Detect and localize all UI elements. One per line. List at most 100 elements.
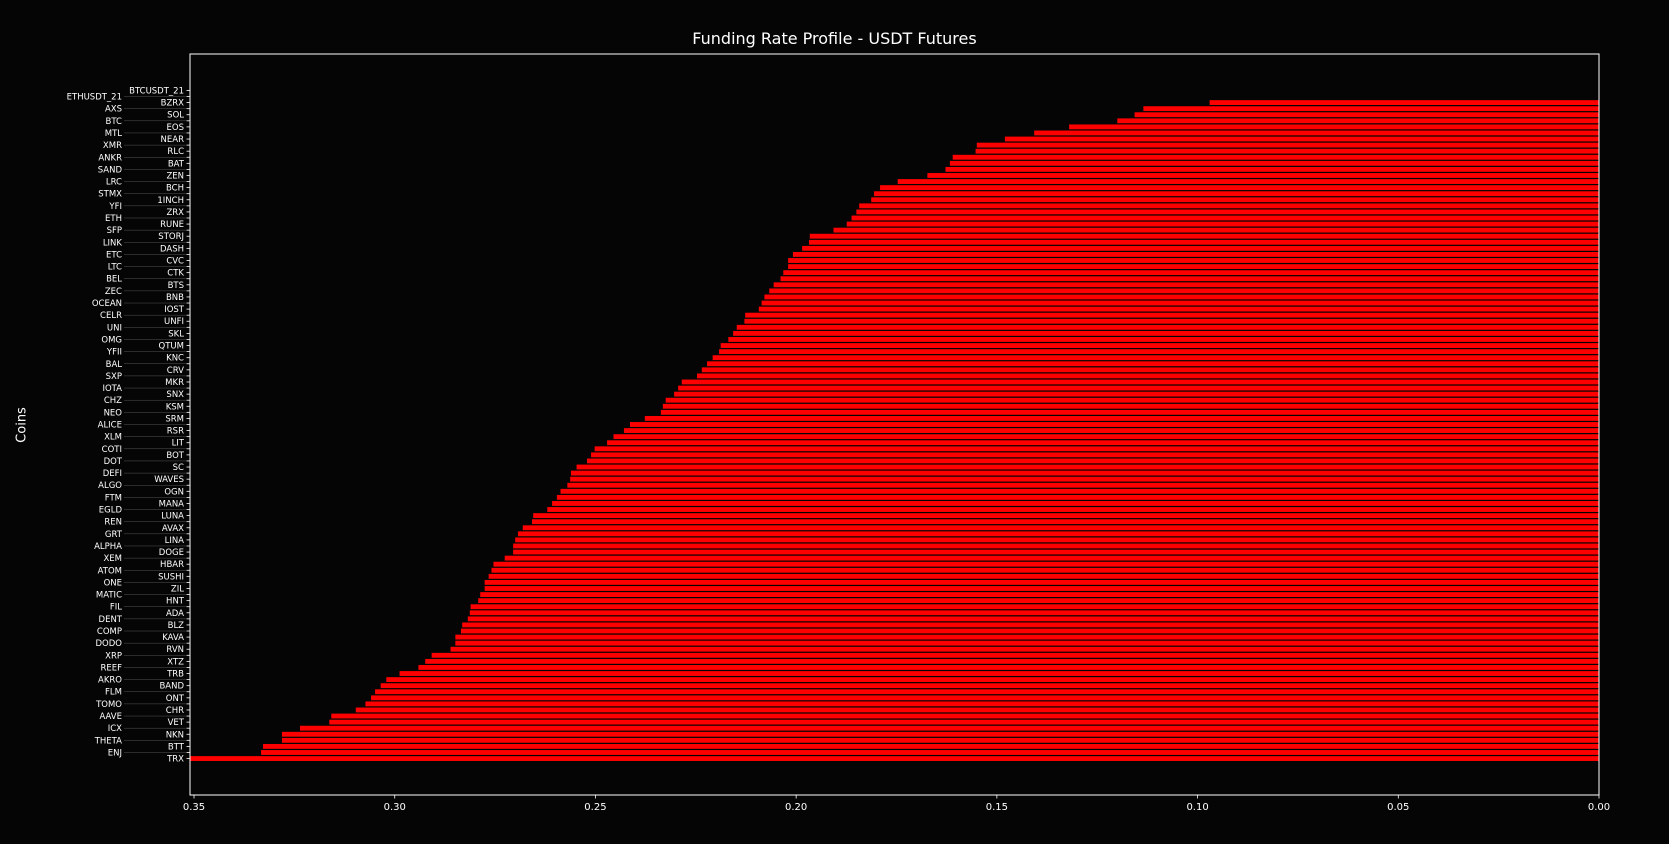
bar-axs: [1143, 106, 1599, 112]
y-tick-label: BAL: [106, 360, 123, 370]
bar-xrp: [431, 652, 1599, 658]
bar-zrx: [856, 209, 1599, 215]
bar-neo: [660, 409, 1599, 415]
bar-rvn: [450, 646, 1599, 652]
y-tick-label: ALICE: [98, 421, 122, 431]
bar-xem: [504, 555, 1599, 561]
y-tick-label: BCH: [166, 184, 184, 194]
y-tick-label: DOGE: [159, 548, 184, 558]
bar-ksm: [662, 403, 1599, 409]
bar-rune: [846, 221, 1599, 227]
y-tick-label: LIT: [172, 439, 185, 449]
bar-qtum: [720, 343, 1599, 348]
y-tick-label: TOMO: [95, 700, 122, 710]
y-tick-label: MANA: [159, 499, 185, 509]
bar-lit: [607, 440, 1599, 446]
bar-zil: [484, 586, 1600, 591]
y-tick-label: HNT: [166, 597, 185, 607]
bar-tomo: [365, 701, 1600, 707]
bar-vet: [329, 719, 1599, 725]
bar-matic: [480, 592, 1599, 597]
y-tick-label: VET: [168, 718, 185, 728]
bar-mkr: [681, 379, 1599, 385]
bar-egld: [547, 507, 1599, 512]
y-tick-label: CVC: [166, 257, 184, 267]
x-tick-label: 0.00: [1588, 802, 1610, 813]
bar-celr: [745, 312, 1599, 318]
y-tick-label: KSM: [166, 402, 184, 412]
bar-xmr: [976, 142, 1599, 148]
bar-bal: [707, 361, 1599, 367]
bar-link: [808, 239, 1599, 245]
bar-rlc: [975, 148, 1599, 154]
x-tick-label: 0.30: [384, 802, 406, 813]
y-tick-label: ATOM: [98, 566, 122, 576]
y-tick-label: RVN: [166, 645, 184, 655]
bar-nkn: [281, 731, 1599, 737]
y-tick-label: LUNA: [161, 512, 184, 522]
bar-akro: [386, 677, 1599, 683]
y-tick-label: ZRX: [166, 208, 184, 218]
bar-yfii: [719, 349, 1599, 355]
y-tick-label: SNX: [166, 390, 184, 400]
y-tick-label: BZRX: [161, 99, 185, 109]
y-tick-label: OCEAN: [92, 299, 122, 309]
y-tick-label: FLM: [105, 688, 122, 698]
bar-dodo: [455, 640, 1600, 646]
bar-near: [1004, 136, 1599, 142]
bar-btt: [263, 743, 1599, 749]
y-tick-label: EOS: [167, 123, 184, 133]
bar-btc: [1117, 118, 1599, 124]
y-tick-label: ALPHA: [94, 542, 122, 552]
bar-defi: [570, 470, 1599, 476]
bar-ren: [532, 519, 1599, 525]
y-tick-label: XTZ: [167, 657, 184, 667]
bar-1inch: [871, 197, 1599, 203]
y-tick-label: IOST: [164, 305, 185, 315]
bar-uni: [736, 324, 1599, 330]
bar-band: [380, 683, 1599, 689]
bar-bnb: [764, 294, 1599, 300]
y-tick-label: LINA: [165, 536, 185, 546]
y-tick-label: CHR: [166, 706, 184, 716]
y-tick-label: ICX: [108, 724, 122, 734]
y-tick-label: BEL: [106, 275, 122, 285]
y-tick-label: XLM: [104, 433, 122, 443]
bar-bch: [880, 185, 1599, 191]
bar-alpha: [513, 543, 1599, 549]
y-tick-label: BTT: [168, 742, 185, 752]
y-tick-label: BOT: [166, 451, 184, 461]
bar-bts: [773, 282, 1599, 288]
bar-ada: [469, 610, 1600, 616]
bar-yfi: [859, 203, 1599, 209]
y-tick-label: 1INCH: [157, 196, 184, 206]
x-tick-label: 0.35: [183, 802, 205, 813]
bar-bzrx: [1209, 100, 1599, 106]
bar-fil: [470, 604, 1600, 610]
bar-crv: [701, 367, 1599, 373]
y-tick-label: TRX: [166, 755, 184, 765]
y-tick-label: IOTA: [102, 384, 122, 394]
y-tick-label: DEFI: [103, 469, 122, 479]
y-tick-label: GRT: [105, 530, 123, 540]
y-tick-label: SC: [173, 463, 184, 473]
y-tick-label: KAVA: [162, 633, 184, 643]
y-tick-label: AKRO: [98, 676, 122, 686]
y-tick-label: SRM: [165, 414, 184, 424]
y-tick-label: CELR: [100, 311, 122, 321]
y-tick-label: DENT: [99, 615, 123, 625]
bar-ont: [371, 695, 1599, 701]
bar-trx: [190, 756, 1599, 761]
y-tick-label: STMX: [98, 190, 122, 200]
bar-lrc: [897, 179, 1599, 184]
x-tick-label: 0.25: [584, 802, 606, 813]
bar-enj: [261, 750, 1599, 755]
bar-omg: [728, 337, 1599, 342]
bar-comp: [460, 628, 1599, 634]
bar-sfp: [833, 227, 1599, 233]
bar-xtz: [425, 658, 1600, 664]
bar-theta: [281, 737, 1599, 743]
y-tick-label: BTS: [168, 281, 184, 291]
bar-hnt: [478, 598, 1599, 604]
y-tick-label: HBAR: [160, 560, 184, 570]
